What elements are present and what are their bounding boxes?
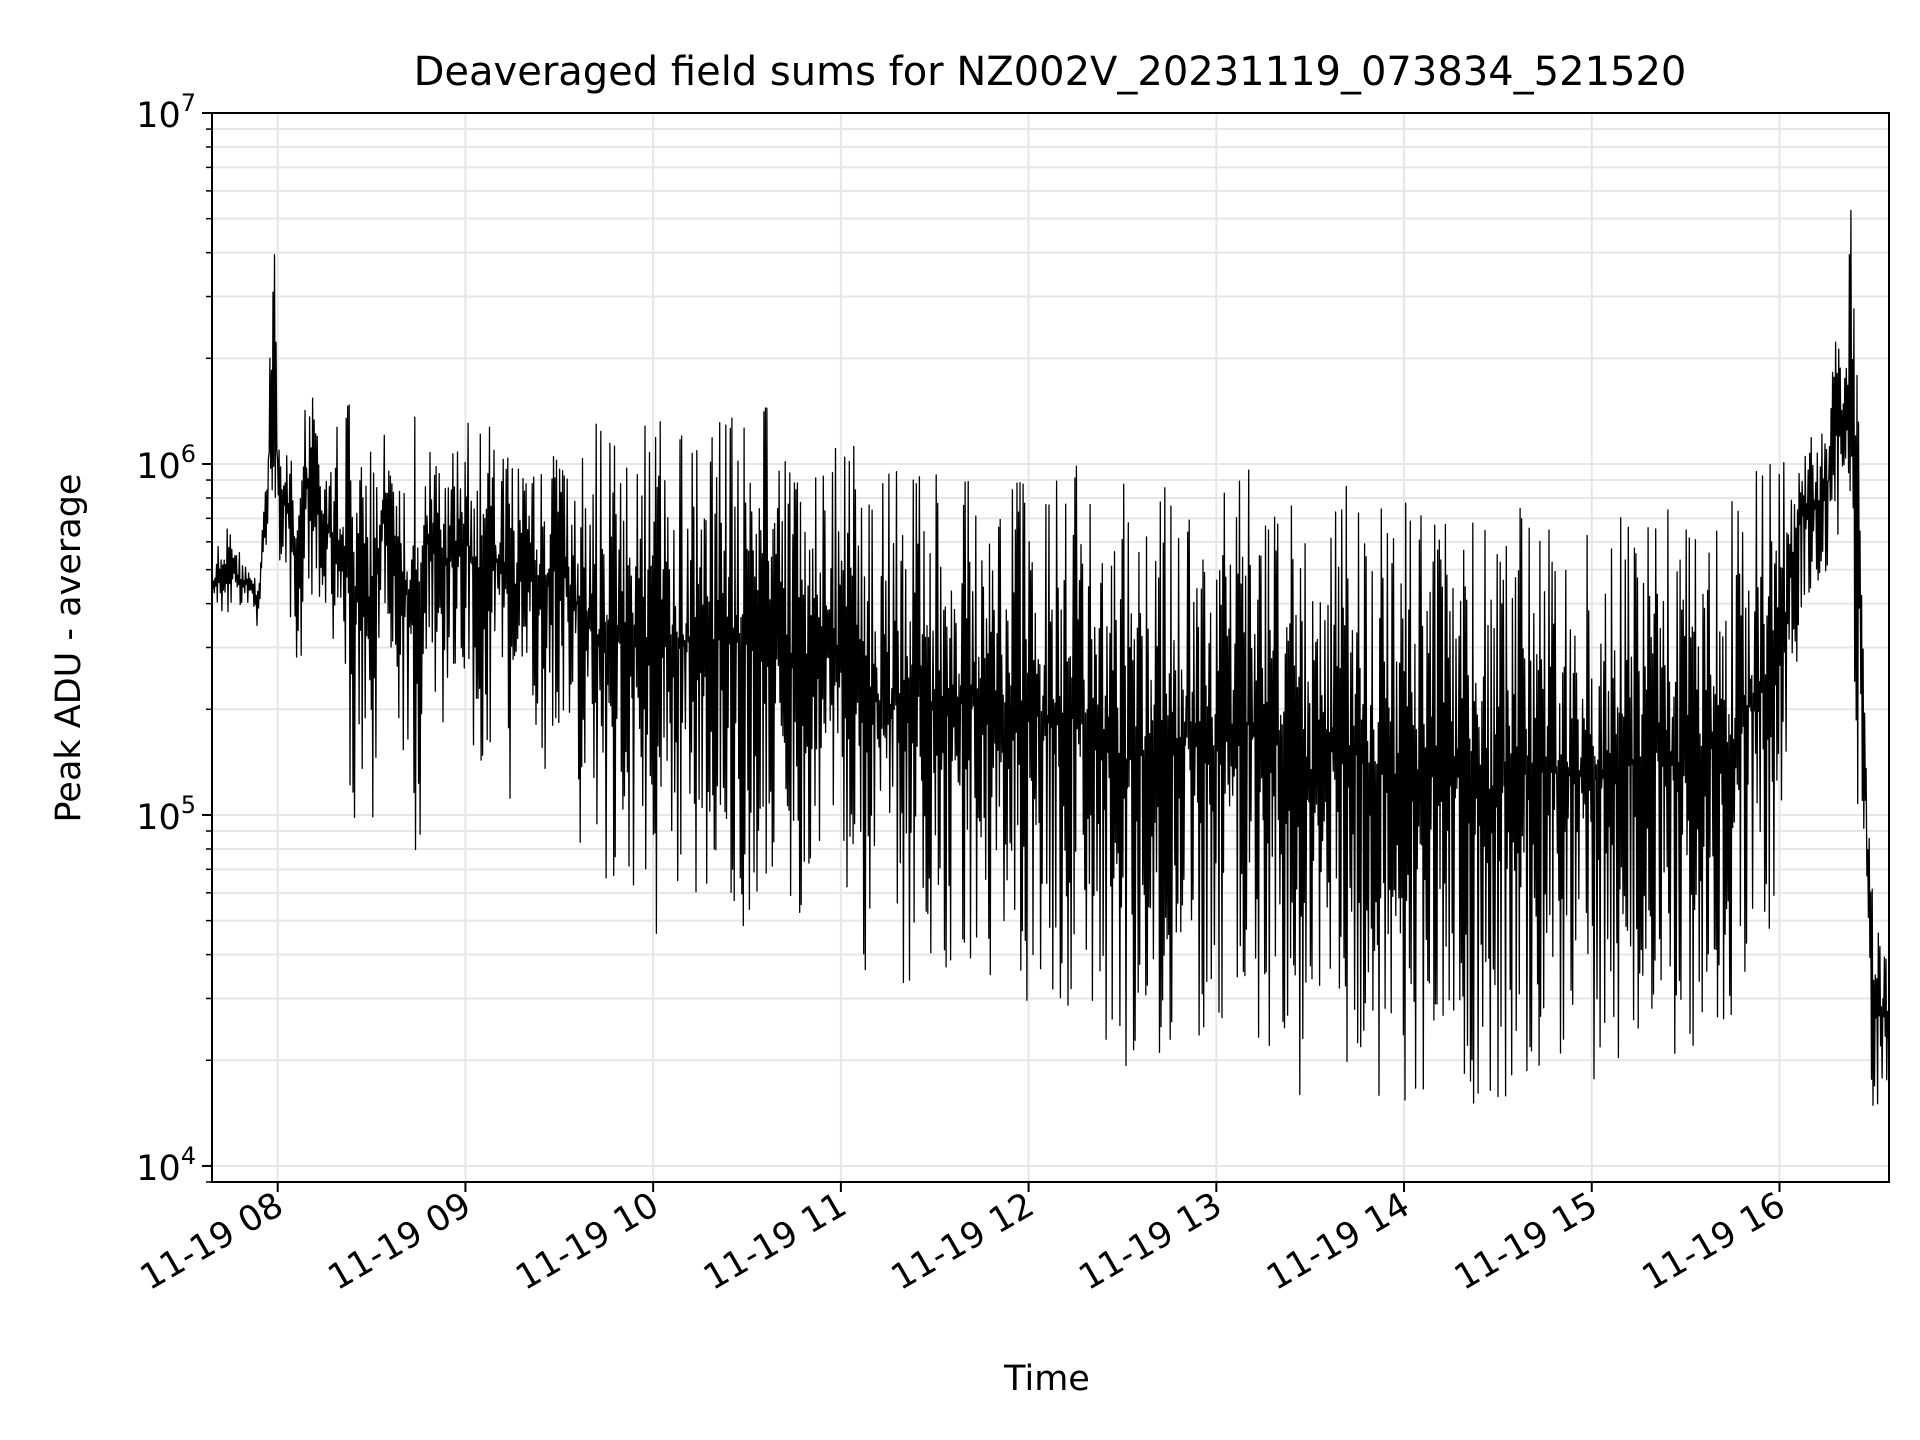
y-tick-label: 105 bbox=[136, 791, 196, 838]
data-layer bbox=[212, 209, 1889, 1106]
x-axis-label: Time bbox=[1003, 1359, 1090, 1399]
series-line bbox=[212, 209, 1889, 1106]
y-tick-label: 107 bbox=[136, 89, 196, 136]
y-axis-label: Peak ADU - average bbox=[49, 474, 89, 823]
y-tick-label: 104 bbox=[136, 1142, 196, 1189]
chart-title: Deaveraged field sums for NZ002V_2023111… bbox=[414, 49, 1687, 95]
y-tick-label: 106 bbox=[136, 440, 196, 487]
